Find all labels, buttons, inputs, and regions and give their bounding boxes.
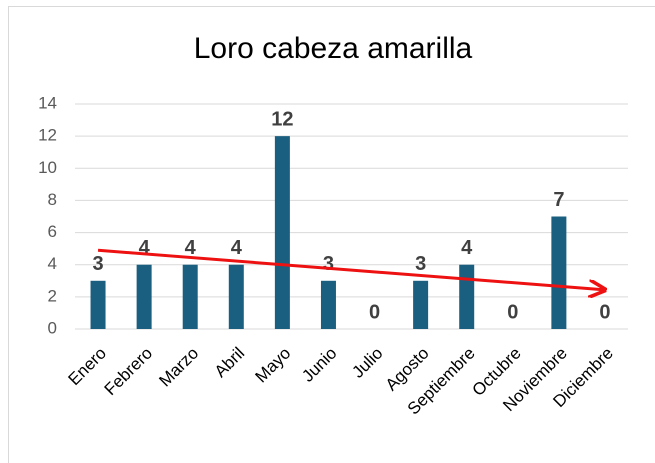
y-tick-label: 10: [38, 158, 57, 177]
value-label: 7: [553, 189, 564, 211]
y-tick-label: 12: [38, 126, 57, 145]
y-tick-label: 8: [48, 190, 57, 209]
chart-border: [8, 6, 655, 463]
chart-title: Loro cabeza amarilla: [194, 32, 473, 65]
y-tick-label: 2: [48, 286, 57, 305]
y-tick-label: 6: [48, 222, 57, 241]
bar: [228, 264, 244, 329]
value-label: 3: [323, 253, 334, 275]
value-label: 12: [271, 108, 293, 130]
y-tick-label: 0: [48, 318, 57, 337]
value-label: 0: [599, 301, 610, 323]
value-label: 4: [461, 237, 473, 259]
bar: [182, 264, 198, 329]
trend-line: [97, 248, 605, 290]
value-label: 4: [231, 237, 243, 259]
value-label: 0: [507, 301, 518, 323]
value-label: 0: [369, 301, 380, 323]
bar: [413, 280, 429, 329]
bar: [274, 136, 290, 329]
value-label: 4: [185, 237, 197, 259]
bar: [90, 280, 106, 329]
bar: [320, 280, 336, 329]
y-tick-label: 4: [48, 254, 57, 273]
bar: [551, 216, 567, 329]
value-label: 3: [92, 253, 103, 275]
bar: [136, 264, 152, 329]
value-label: 3: [415, 253, 426, 275]
bar: [459, 264, 475, 329]
y-tick-label: 14: [38, 93, 57, 112]
